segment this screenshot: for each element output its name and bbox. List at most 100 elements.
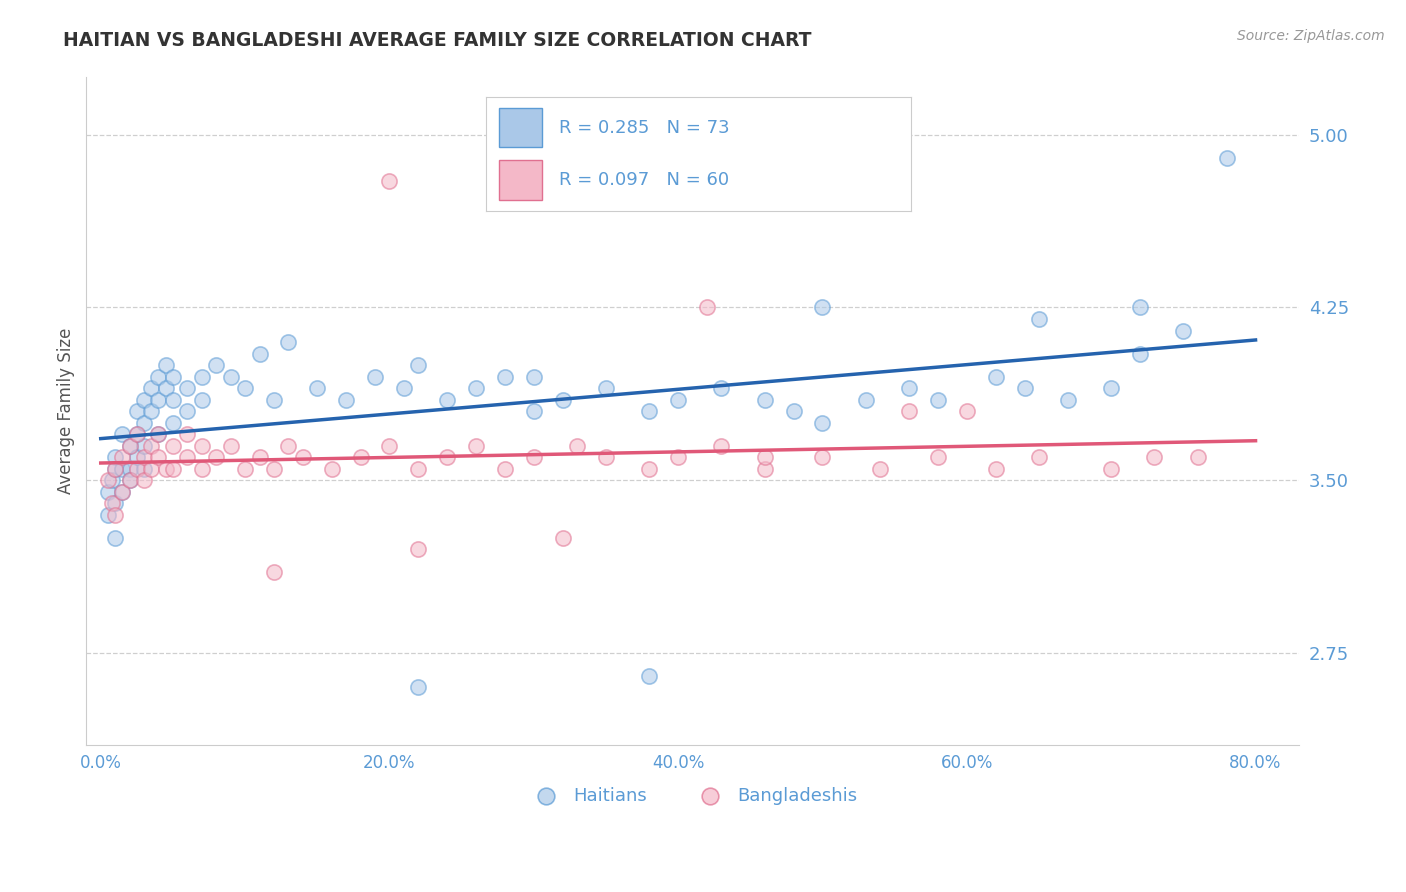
Point bbox=[101, 473, 124, 487]
Point bbox=[118, 438, 141, 452]
Point bbox=[408, 542, 430, 557]
Point bbox=[1173, 324, 1195, 338]
Point bbox=[1099, 461, 1122, 475]
Point bbox=[162, 461, 184, 475]
Point bbox=[104, 508, 127, 522]
Point bbox=[551, 392, 574, 407]
Point bbox=[565, 438, 588, 452]
Point bbox=[97, 484, 120, 499]
Point bbox=[111, 484, 134, 499]
Point bbox=[754, 450, 776, 464]
Point bbox=[638, 461, 661, 475]
Point bbox=[1187, 450, 1209, 464]
Point bbox=[162, 392, 184, 407]
Point bbox=[97, 473, 120, 487]
Point bbox=[176, 427, 198, 442]
Text: Source: ZipAtlas.com: Source: ZipAtlas.com bbox=[1237, 29, 1385, 43]
Legend: Haitians, Bangladeshis: Haitians, Bangladeshis bbox=[520, 780, 865, 813]
Point bbox=[111, 461, 134, 475]
Point bbox=[638, 404, 661, 418]
Point bbox=[1057, 392, 1080, 407]
Point bbox=[104, 461, 127, 475]
Point bbox=[710, 438, 733, 452]
Point bbox=[1099, 381, 1122, 395]
Point bbox=[148, 427, 170, 442]
Point bbox=[1129, 301, 1152, 315]
Point bbox=[927, 450, 949, 464]
Point bbox=[118, 438, 141, 452]
Point bbox=[141, 461, 163, 475]
Point bbox=[595, 381, 617, 395]
Point bbox=[176, 404, 198, 418]
Point bbox=[465, 381, 488, 395]
Point bbox=[436, 392, 458, 407]
Point bbox=[132, 450, 155, 464]
Point bbox=[754, 392, 776, 407]
Point bbox=[408, 680, 430, 694]
Point bbox=[291, 450, 314, 464]
Point bbox=[101, 496, 124, 510]
Point bbox=[191, 461, 214, 475]
Point bbox=[132, 461, 155, 475]
Point bbox=[263, 565, 285, 579]
Point bbox=[984, 461, 1007, 475]
Point bbox=[111, 484, 134, 499]
Point bbox=[176, 450, 198, 464]
Point bbox=[125, 461, 148, 475]
Point bbox=[205, 358, 228, 372]
Point bbox=[378, 438, 401, 452]
Point bbox=[638, 668, 661, 682]
Point bbox=[155, 381, 177, 395]
Point bbox=[898, 404, 921, 418]
Point bbox=[132, 438, 155, 452]
Point bbox=[666, 450, 689, 464]
Point bbox=[1028, 450, 1050, 464]
Point bbox=[132, 473, 155, 487]
Point bbox=[666, 392, 689, 407]
Point bbox=[595, 450, 617, 464]
Point bbox=[364, 369, 387, 384]
Point bbox=[263, 392, 285, 407]
Point bbox=[551, 531, 574, 545]
Point bbox=[710, 381, 733, 395]
Point bbox=[219, 438, 242, 452]
Point bbox=[1014, 381, 1036, 395]
Point bbox=[104, 450, 127, 464]
Point bbox=[811, 416, 834, 430]
Point bbox=[307, 381, 329, 395]
Point bbox=[132, 392, 155, 407]
Point bbox=[118, 473, 141, 487]
Point bbox=[523, 450, 546, 464]
Point bbox=[335, 392, 357, 407]
Point bbox=[191, 438, 214, 452]
Point bbox=[249, 346, 271, 360]
Point bbox=[392, 381, 415, 395]
Point bbox=[263, 461, 285, 475]
Point bbox=[125, 404, 148, 418]
Point bbox=[141, 438, 163, 452]
Point bbox=[219, 369, 242, 384]
Point bbox=[155, 461, 177, 475]
Point bbox=[104, 461, 127, 475]
Point bbox=[782, 404, 804, 418]
Point bbox=[811, 450, 834, 464]
Point bbox=[321, 461, 343, 475]
Point bbox=[162, 369, 184, 384]
Point bbox=[148, 369, 170, 384]
Point bbox=[118, 473, 141, 487]
Point bbox=[277, 438, 299, 452]
Point bbox=[277, 334, 299, 349]
Point bbox=[233, 381, 256, 395]
Point bbox=[104, 496, 127, 510]
Point bbox=[1143, 450, 1166, 464]
Point bbox=[1028, 312, 1050, 326]
Point bbox=[125, 427, 148, 442]
Point bbox=[408, 358, 430, 372]
Point bbox=[162, 438, 184, 452]
Point bbox=[148, 392, 170, 407]
Text: HAITIAN VS BANGLADESHI AVERAGE FAMILY SIZE CORRELATION CHART: HAITIAN VS BANGLADESHI AVERAGE FAMILY SI… bbox=[63, 31, 811, 50]
Point bbox=[125, 450, 148, 464]
Y-axis label: Average Family Size: Average Family Size bbox=[58, 328, 75, 494]
Point bbox=[205, 450, 228, 464]
Point bbox=[233, 461, 256, 475]
